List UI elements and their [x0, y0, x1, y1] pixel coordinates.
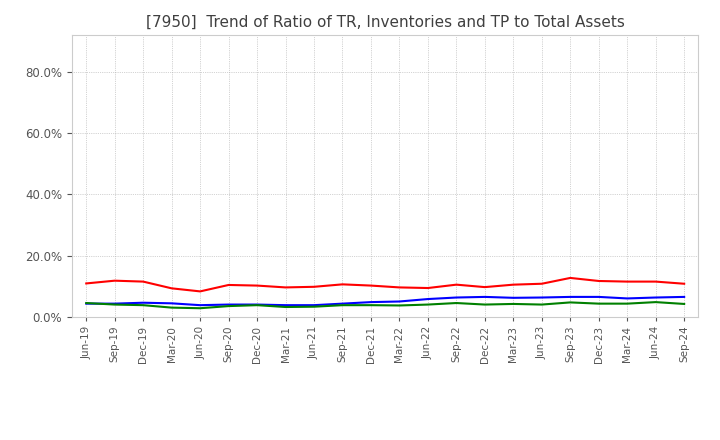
Trade Receivables: [566, 275, 575, 281]
Trade Payables: [139, 303, 148, 308]
Trade Payables: [452, 301, 461, 306]
Inventories: [595, 294, 603, 300]
Trade Receivables: [395, 285, 404, 290]
Inventories: [253, 302, 261, 307]
Inventories: [423, 297, 432, 302]
Trade Payables: [366, 303, 375, 308]
Trade Receivables: [423, 286, 432, 291]
Trade Payables: [167, 305, 176, 310]
Trade Payables: [395, 303, 404, 308]
Trade Receivables: [253, 283, 261, 288]
Trade Receivables: [452, 282, 461, 287]
Inventories: [480, 294, 489, 300]
Trade Receivables: [282, 285, 290, 290]
Inventories: [537, 295, 546, 300]
Trade Receivables: [139, 279, 148, 284]
Trade Payables: [82, 301, 91, 306]
Trade Receivables: [595, 279, 603, 284]
Inventories: [452, 295, 461, 300]
Inventories: [395, 299, 404, 304]
Trade Payables: [282, 304, 290, 310]
Title: [7950]  Trend of Ratio of TR, Inventories and TP to Total Assets: [7950] Trend of Ratio of TR, Inventories…: [145, 15, 625, 30]
Trade Receivables: [338, 282, 347, 287]
Inventories: [338, 301, 347, 306]
Inventories: [225, 302, 233, 307]
Inventories: [652, 295, 660, 300]
Trade Receivables: [680, 281, 688, 286]
Trade Payables: [537, 302, 546, 307]
Trade Receivables: [110, 278, 119, 283]
Trade Payables: [480, 302, 489, 307]
Trade Receivables: [537, 281, 546, 286]
Inventories: [167, 301, 176, 306]
Trade Payables: [110, 302, 119, 307]
Trade Payables: [253, 303, 261, 308]
Inventories: [110, 301, 119, 306]
Inventories: [680, 294, 688, 300]
Inventories: [366, 300, 375, 305]
Trade Payables: [423, 302, 432, 307]
Trade Receivables: [652, 279, 660, 284]
Trade Payables: [310, 304, 318, 309]
Trade Payables: [566, 300, 575, 305]
Inventories: [196, 303, 204, 308]
Inventories: [566, 294, 575, 300]
Line: Inventories: Inventories: [86, 297, 684, 305]
Trade Receivables: [509, 282, 518, 287]
Line: Trade Payables: Trade Payables: [86, 302, 684, 308]
Inventories: [82, 301, 91, 306]
Inventories: [310, 303, 318, 308]
Trade Receivables: [480, 285, 489, 290]
Trade Receivables: [225, 282, 233, 288]
Trade Payables: [652, 300, 660, 305]
Trade Receivables: [310, 284, 318, 290]
Trade Payables: [509, 301, 518, 307]
Inventories: [509, 295, 518, 301]
Trade Payables: [338, 303, 347, 308]
Trade Payables: [595, 301, 603, 306]
Trade Receivables: [167, 286, 176, 291]
Trade Receivables: [623, 279, 631, 284]
Trade Payables: [196, 306, 204, 311]
Trade Receivables: [196, 289, 204, 294]
Inventories: [623, 296, 631, 301]
Trade Receivables: [82, 281, 91, 286]
Trade Payables: [680, 301, 688, 307]
Trade Payables: [623, 301, 631, 306]
Trade Receivables: [366, 283, 375, 288]
Inventories: [139, 300, 148, 305]
Inventories: [282, 303, 290, 308]
Line: Trade Receivables: Trade Receivables: [86, 278, 684, 291]
Trade Payables: [225, 304, 233, 309]
